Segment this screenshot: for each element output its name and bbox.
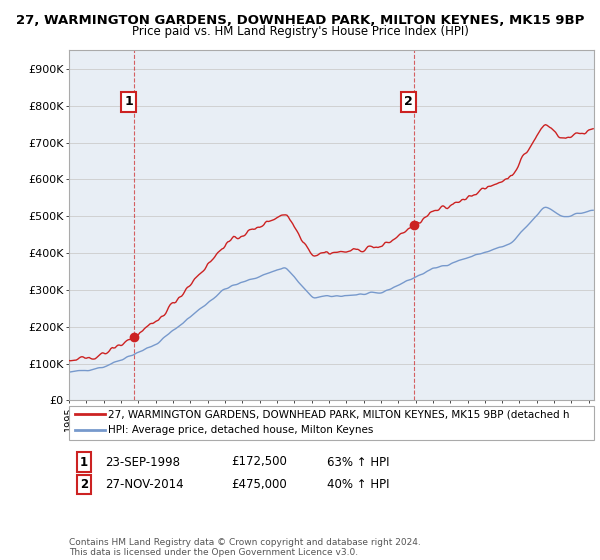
Text: HPI: Average price, detached house, Milton Keynes: HPI: Average price, detached house, Milt… bbox=[108, 424, 373, 435]
Text: 27, WARMINGTON GARDENS, DOWNHEAD PARK, MILTON KEYNES, MK15 9BP: 27, WARMINGTON GARDENS, DOWNHEAD PARK, M… bbox=[16, 14, 584, 27]
Text: Price paid vs. HM Land Registry's House Price Index (HPI): Price paid vs. HM Land Registry's House … bbox=[131, 25, 469, 38]
Text: 2: 2 bbox=[80, 478, 88, 491]
Text: 23-SEP-1998: 23-SEP-1998 bbox=[105, 455, 180, 469]
Text: 2: 2 bbox=[404, 95, 413, 109]
Text: 1: 1 bbox=[80, 455, 88, 469]
Text: £172,500: £172,500 bbox=[231, 455, 287, 469]
Text: Contains HM Land Registry data © Crown copyright and database right 2024.
This d: Contains HM Land Registry data © Crown c… bbox=[69, 538, 421, 557]
Text: 63% ↑ HPI: 63% ↑ HPI bbox=[327, 455, 389, 469]
Text: 27, WARMINGTON GARDENS, DOWNHEAD PARK, MILTON KEYNES, MK15 9BP (detached h: 27, WARMINGTON GARDENS, DOWNHEAD PARK, M… bbox=[108, 409, 569, 419]
Text: 1: 1 bbox=[124, 95, 133, 109]
Text: £475,000: £475,000 bbox=[231, 478, 287, 491]
Text: 27-NOV-2014: 27-NOV-2014 bbox=[105, 478, 184, 491]
Text: 40% ↑ HPI: 40% ↑ HPI bbox=[327, 478, 389, 491]
